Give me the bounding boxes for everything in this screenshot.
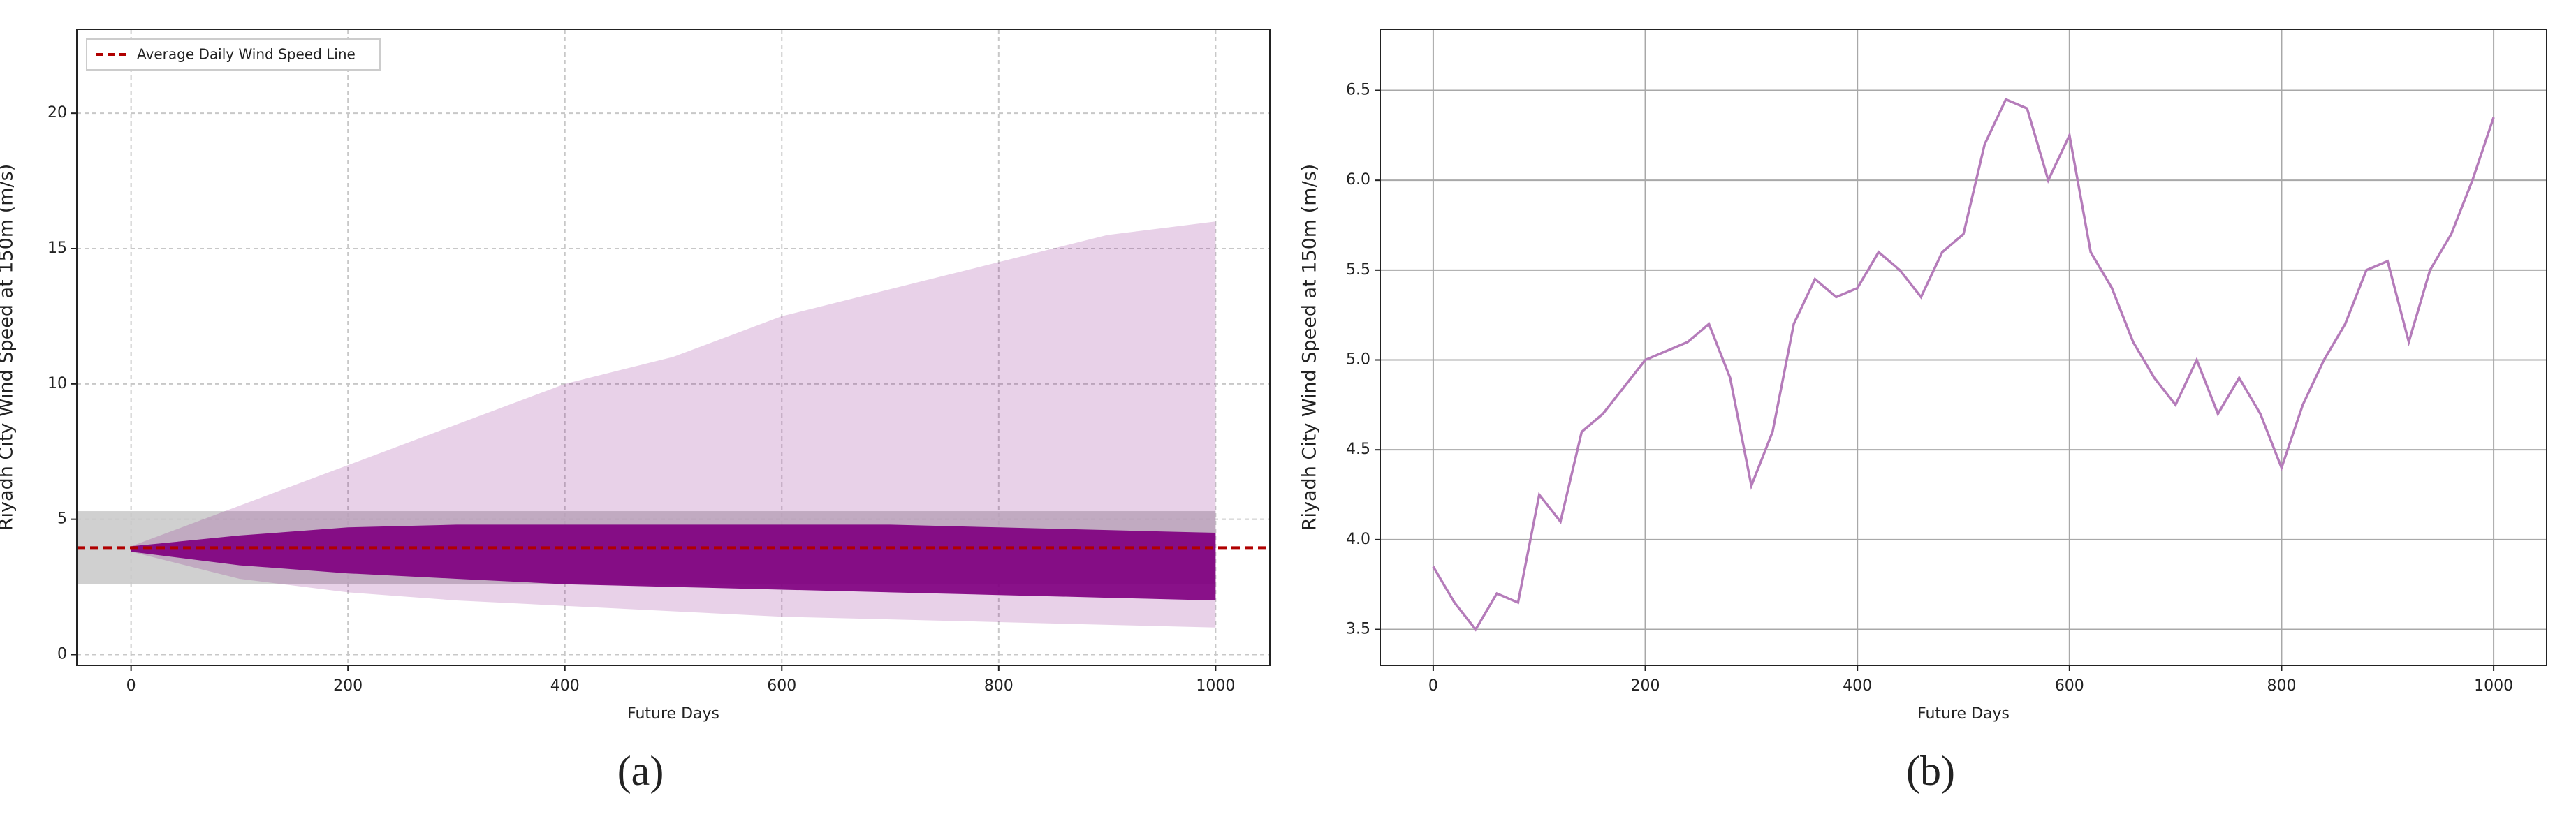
x-tick-label: 1000	[2474, 677, 2513, 695]
legend-label: Average Daily Wind Speed Line	[137, 46, 356, 63]
legend-box	[86, 38, 381, 71]
fan-core	[131, 524, 1216, 600]
y-tick-label: 4.5	[1346, 441, 1370, 458]
x-tick-label: 800	[984, 677, 1013, 695]
y-tick-label: 15	[47, 239, 67, 257]
x-axis-label: Future Days	[1917, 705, 2010, 723]
x-axis-label: Future Days	[627, 705, 719, 723]
line	[1432, 98, 2495, 632]
caption: (a)	[617, 748, 664, 794]
x-tick-label: 1000	[1196, 677, 1235, 695]
y-tick-label: 6.0	[1346, 171, 1370, 189]
x-tick-label: 0	[1428, 677, 1438, 695]
y-tick-label: 20	[47, 104, 67, 121]
y-tick-label: 3.5	[1346, 621, 1370, 638]
plot-frame	[76, 29, 1271, 666]
y-tick-label: 0	[57, 645, 67, 663]
y-tick-label: 10	[47, 375, 67, 392]
y-tick-label: 4.0	[1346, 531, 1370, 548]
x-tick-label: 400	[550, 677, 580, 695]
y-tick-label: 5.5	[1346, 261, 1370, 279]
x-tick-label: 600	[767, 677, 796, 695]
y-tick-label: 5	[57, 510, 67, 528]
y-axis-label: Riyadh City Wind Speed at 150m (m/s)	[1299, 164, 1321, 531]
y-tick-label: 5.0	[1346, 351, 1370, 369]
caption: (b)	[1906, 748, 1955, 794]
x-tick-label: 600	[2055, 677, 2084, 695]
y-axis-label: Riyadh City Wind Speed at 150m (m/s)	[0, 164, 17, 531]
y-tick-label: 6.5	[1346, 81, 1370, 98]
x-tick-label: 200	[1631, 677, 1660, 695]
plot-frame	[1380, 29, 2547, 666]
x-tick-label: 0	[126, 677, 136, 695]
x-tick-label: 200	[333, 677, 363, 695]
x-tick-label: 800	[2267, 677, 2296, 695]
x-tick-label: 400	[1843, 677, 1872, 695]
